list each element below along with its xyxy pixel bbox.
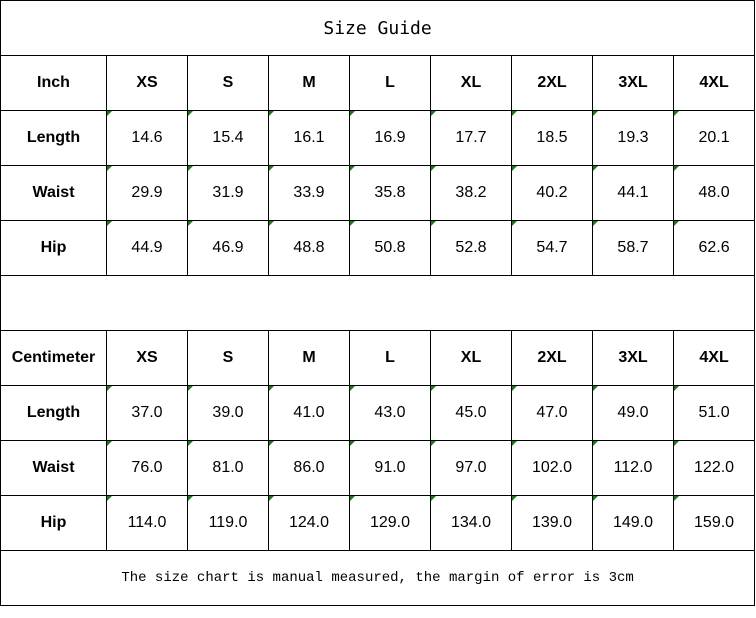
measurement-value: 81.0 [187, 440, 269, 496]
measurement-value: 46.9 [187, 220, 269, 276]
measurement-label: Hip [0, 495, 107, 551]
measurement-label: Hip [0, 220, 107, 276]
size-header: S [187, 55, 269, 111]
size-header: XS [106, 55, 188, 111]
unit-label: Inch [0, 55, 107, 111]
measurement-value: 47.0 [511, 385, 593, 441]
measurement-value: 38.2 [430, 165, 512, 221]
measurement-value: 97.0 [430, 440, 512, 496]
measurement-value: 58.7 [592, 220, 674, 276]
size-header: L [349, 330, 431, 386]
measurement-value: 52.8 [430, 220, 512, 276]
size-header: XL [430, 330, 512, 386]
measurement-value: 102.0 [511, 440, 593, 496]
measurement-value: 91.0 [349, 440, 431, 496]
measurement-value: 43.0 [349, 385, 431, 441]
measurement-value: 48.8 [268, 220, 350, 276]
measurement-label: Length [0, 385, 107, 441]
measurement-label: Waist [0, 440, 107, 496]
size-header: S [187, 330, 269, 386]
measurement-value: 39.0 [187, 385, 269, 441]
measurement-value: 124.0 [268, 495, 350, 551]
measurement-value: 16.9 [349, 110, 431, 166]
note-row: The size chart is manual measured, the m… [0, 550, 756, 606]
measurement-value: 114.0 [106, 495, 188, 551]
measurement-value: 45.0 [430, 385, 512, 441]
size-header: XL [430, 55, 512, 111]
measurement-note: The size chart is manual measured, the m… [0, 550, 756, 606]
measurement-value: 54.7 [511, 220, 593, 276]
measurement-label: Waist [0, 165, 107, 221]
measurement-value: 62.6 [672, 220, 756, 276]
size-header: 3XL [592, 55, 674, 111]
measurement-value: 44.1 [592, 165, 674, 221]
table-row: Waist 29.9 31.9 33.9 35.8 38.2 40.2 44.1 48.0 [0, 165, 756, 221]
size-header: M [268, 55, 350, 111]
size-header: M [268, 330, 350, 386]
measurement-value: 40.2 [511, 165, 593, 221]
measurement-value: 119.0 [187, 495, 269, 551]
measurement-value: 149.0 [592, 495, 674, 551]
measurement-value: 49.0 [592, 385, 674, 441]
measurement-value: 86.0 [268, 440, 350, 496]
cm-header-row: Centimeter XS S M L XL 2XL 3XL 4XL [0, 330, 756, 386]
size-header: XS [106, 330, 188, 386]
measurement-value: 16.1 [268, 110, 350, 166]
measurement-value: 17.7 [430, 110, 512, 166]
table-row: Hip 114.0 119.0 124.0 129.0 134.0 139.0 149.0 15… [0, 495, 756, 551]
size-header: 3XL [592, 330, 674, 386]
measurement-value: 18.5 [511, 110, 593, 166]
size-header: 2XL [511, 330, 593, 386]
table-title: Size Guide [0, 0, 756, 56]
measurement-value: 19.3 [592, 110, 674, 166]
measurement-value: 50.8 [349, 220, 431, 276]
measurement-value: 41.0 [268, 385, 350, 441]
measurement-value: 29.9 [106, 165, 188, 221]
measurement-value: 33.9 [268, 165, 350, 221]
table-row: Length 14.6 15.4 16.1 16.9 17.7 18.5 19.3 20.1 [0, 110, 756, 166]
measurement-value: 129.0 [349, 495, 431, 551]
measurement-value: 76.0 [106, 440, 188, 496]
size-header: 4XL [672, 330, 756, 386]
inch-header-row: Inch XS S M L XL 2XL 3XL 4XL [0, 55, 756, 111]
unit-label: Centimeter [0, 330, 107, 386]
spacer-cell [0, 275, 756, 331]
measurement-value: 134.0 [430, 495, 512, 551]
measurement-value: 14.6 [106, 110, 188, 166]
measurement-value: 51.0 [672, 385, 756, 441]
size-header: L [349, 55, 431, 111]
measurement-value: 31.9 [187, 165, 269, 221]
spacer-row [0, 275, 756, 331]
size-header: 2XL [511, 55, 593, 111]
measurement-value: 44.9 [106, 220, 188, 276]
measurement-value: 122.0 [672, 440, 756, 496]
measurement-value: 139.0 [511, 495, 593, 551]
measurement-value: 48.0 [672, 165, 756, 221]
table-row: Waist 76.0 81.0 86.0 91.0 97.0 102.0 112.0 122.0 [0, 440, 756, 496]
table-row: Hip 44.9 46.9 48.8 50.8 52.8 54.7 58.7 62.6 [0, 220, 756, 276]
measurement-value: 159.0 [672, 495, 756, 551]
measurement-value: 112.0 [592, 440, 674, 496]
measurement-value: 15.4 [187, 110, 269, 166]
measurement-value: 20.1 [672, 110, 756, 166]
measurement-value: 37.0 [106, 385, 188, 441]
size-header: 4XL [672, 55, 756, 111]
measurement-value: 35.8 [349, 165, 431, 221]
measurement-label: Length [0, 110, 107, 166]
table-row: Length 37.0 39.0 41.0 43.0 45.0 47.0 49.0 51.0 [0, 385, 756, 441]
